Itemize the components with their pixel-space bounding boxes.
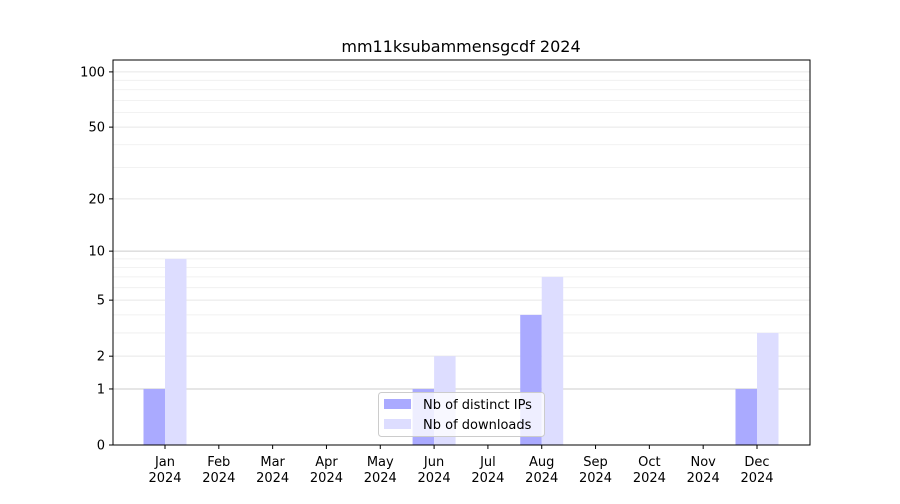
plot-frame <box>112 59 811 446</box>
y-tick-label: 5 <box>97 294 105 309</box>
x-tick-label: 2024 <box>633 471 666 486</box>
chart-title: mm11ksubammensgcdf 2024 <box>341 37 580 56</box>
bar-distinct-ips <box>143 388 165 445</box>
x-tick-label: Aug <box>529 455 554 470</box>
x-tick-label: Jan <box>154 455 175 470</box>
x-tick-label: Mar <box>260 455 285 470</box>
x-tick-label: 2024 <box>740 471 773 486</box>
legend-label: Nb of downloads <box>423 418 532 433</box>
x-tick-label: 2024 <box>687 471 720 486</box>
y-tick-label: 100 <box>80 65 105 80</box>
x-tick-label: Jul <box>479 455 496 470</box>
x-tick-label: Nov <box>690 455 716 470</box>
x-tick-label: 2024 <box>525 471 558 486</box>
x-tick-label: Dec <box>744 455 769 470</box>
y-tick-label: 2 <box>97 350 105 365</box>
x-tick-label: May <box>367 455 394 470</box>
x-tick-label: Oct <box>638 455 660 470</box>
y-tick-label: 20 <box>88 192 105 207</box>
x-tick-label: Sep <box>583 455 608 470</box>
bar-downloads <box>541 276 564 445</box>
x-tick-label: 2024 <box>579 471 612 486</box>
y-tick-label: 50 <box>88 121 105 136</box>
x-tick-label: 2024 <box>418 471 451 486</box>
x-tick-label: 2024 <box>202 471 235 486</box>
y-tick-label: 0 <box>97 439 105 454</box>
x-tick-label: 2024 <box>364 471 397 486</box>
x-tick-label: Feb <box>207 455 230 470</box>
x-tick-label: 2024 <box>310 471 343 486</box>
legend-swatch <box>384 419 411 429</box>
bar-downloads <box>165 258 187 445</box>
y-tick-label: 1 <box>97 382 105 397</box>
legend-swatch <box>384 399 411 409</box>
bar-distinct-ips <box>735 388 757 445</box>
y-tick-label: 10 <box>88 245 105 260</box>
x-tick-label: 2024 <box>256 471 289 486</box>
legend: Nb of distinct IPs Nb of downloads <box>378 392 545 437</box>
legend-label: Nb of distinct IPs <box>423 398 532 413</box>
x-tick-label: 2024 <box>471 471 504 486</box>
x-tick-label: Apr <box>315 455 338 470</box>
legend-box <box>378 392 545 437</box>
bar-downloads <box>757 332 779 445</box>
x-tick-label: Jun <box>423 455 444 470</box>
x-tick-label: 2024 <box>148 471 181 486</box>
